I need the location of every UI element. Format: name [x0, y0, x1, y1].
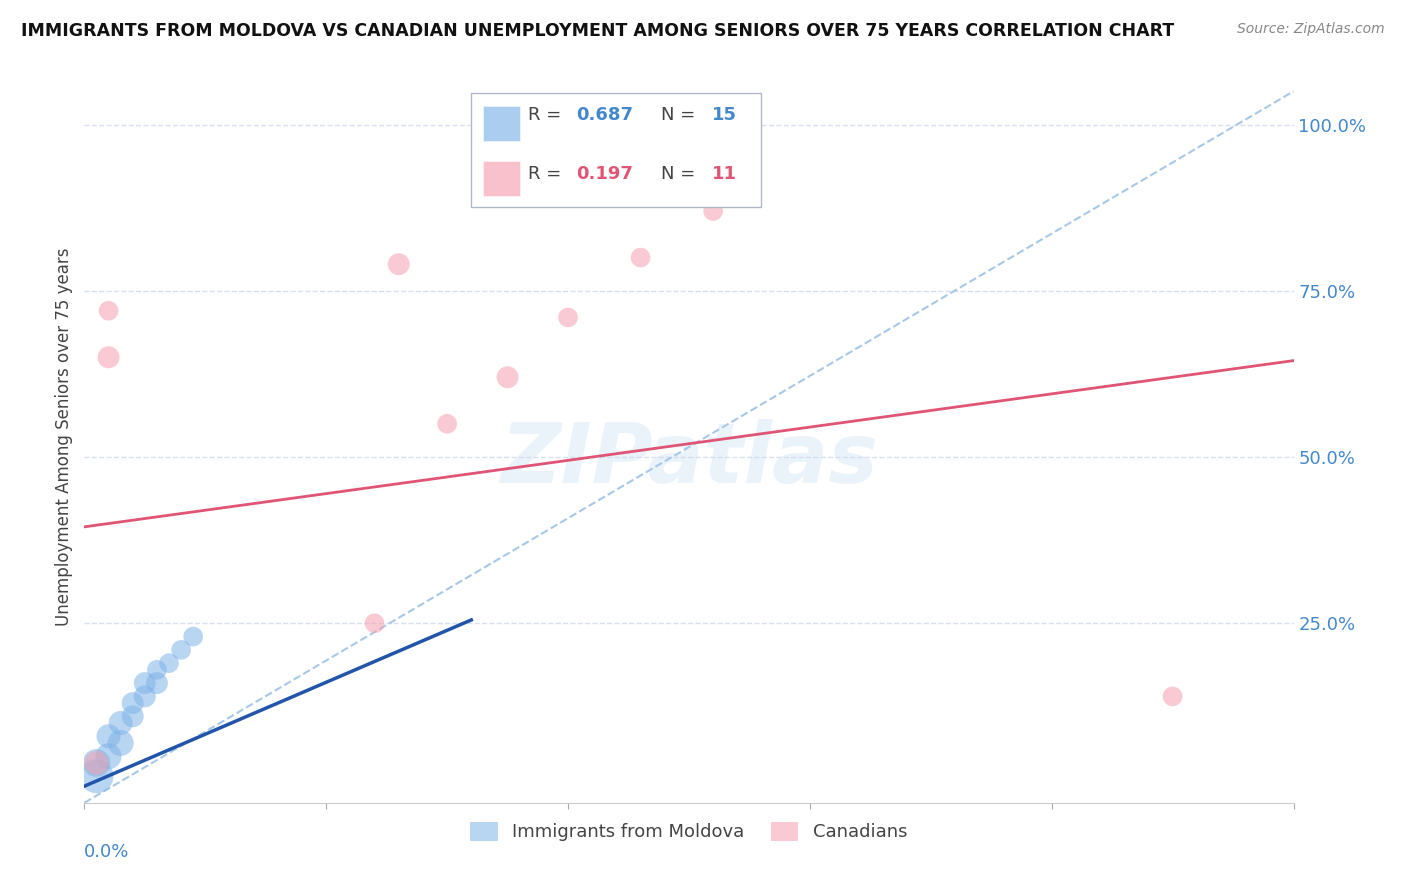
Point — [86, 769, 108, 783]
FancyBboxPatch shape — [471, 94, 762, 207]
Point — [363, 616, 385, 631]
Point — [86, 756, 108, 770]
Point — [496, 370, 519, 384]
Text: 0.687: 0.687 — [576, 106, 634, 124]
Point — [388, 257, 411, 271]
Point — [146, 663, 169, 677]
FancyBboxPatch shape — [484, 106, 520, 141]
Text: 0.0%: 0.0% — [84, 843, 129, 861]
Point — [110, 736, 132, 750]
Point — [121, 709, 143, 723]
Point — [181, 630, 204, 644]
Point — [134, 690, 156, 704]
Point — [97, 303, 120, 318]
Text: 0.197: 0.197 — [576, 165, 633, 183]
Point — [121, 696, 143, 710]
Y-axis label: Unemployment Among Seniors over 75 years: Unemployment Among Seniors over 75 years — [55, 248, 73, 626]
Point — [630, 251, 652, 265]
Point — [97, 729, 120, 743]
Text: R =: R = — [529, 106, 567, 124]
Point — [97, 351, 120, 365]
Text: R =: R = — [529, 165, 567, 183]
Point — [110, 716, 132, 731]
Point — [557, 310, 579, 325]
Point — [97, 749, 120, 764]
Point — [157, 656, 180, 670]
Text: 11: 11 — [711, 165, 737, 183]
Point — [436, 417, 458, 431]
Text: N =: N = — [661, 106, 702, 124]
Text: IMMIGRANTS FROM MOLDOVA VS CANADIAN UNEMPLOYMENT AMONG SENIORS OVER 75 YEARS COR: IMMIGRANTS FROM MOLDOVA VS CANADIAN UNEM… — [21, 22, 1174, 40]
Point — [86, 756, 108, 770]
Point — [134, 676, 156, 690]
Point — [702, 204, 724, 219]
Point — [170, 643, 193, 657]
Text: 15: 15 — [711, 106, 737, 124]
Text: N =: N = — [661, 165, 702, 183]
Point — [146, 676, 169, 690]
Legend: Immigrants from Moldova, Canadians: Immigrants from Moldova, Canadians — [463, 814, 915, 848]
Point — [1161, 690, 1184, 704]
Text: ZIPatlas: ZIPatlas — [501, 418, 877, 500]
Text: Source: ZipAtlas.com: Source: ZipAtlas.com — [1237, 22, 1385, 37]
FancyBboxPatch shape — [484, 161, 520, 195]
